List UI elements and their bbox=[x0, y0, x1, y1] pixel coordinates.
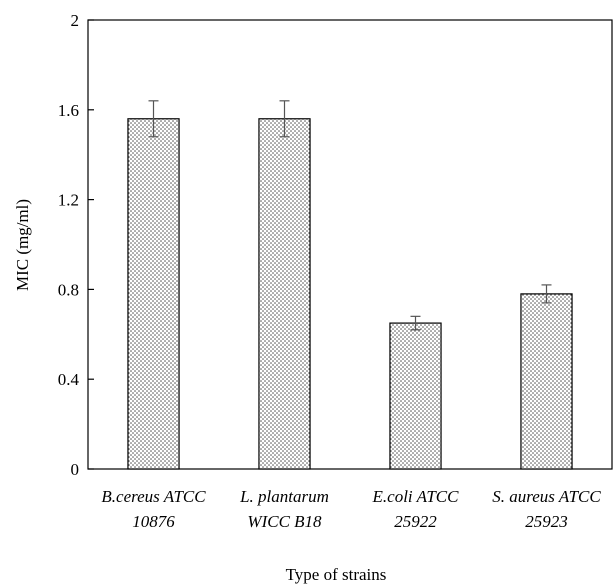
category-label: B.cereus ATCC 10876 bbox=[101, 487, 206, 531]
category-label: E.coli ATCC 25922 bbox=[372, 487, 460, 531]
bar bbox=[389, 322, 442, 470]
y-tick-label: 1.6 bbox=[58, 101, 79, 120]
bar bbox=[127, 118, 180, 470]
error-bar bbox=[148, 100, 159, 138]
y-tick-label: 0 bbox=[71, 460, 80, 479]
bar bbox=[258, 118, 311, 470]
y-tick-label: 0.8 bbox=[58, 280, 79, 299]
y-tick-label: 2 bbox=[71, 11, 80, 30]
bars bbox=[127, 100, 573, 470]
error-bar bbox=[541, 284, 552, 304]
category-label: S. aureus ATCC 25923 bbox=[492, 487, 601, 531]
y-axis-title: MIC (mg/ml) bbox=[13, 199, 32, 291]
error-bar bbox=[410, 315, 421, 331]
y-axis: 0 0.4 0.8 1.2 1.6 2 bbox=[58, 11, 94, 479]
plot-frame bbox=[87, 19, 613, 470]
x-axis-title: Type of strains bbox=[286, 565, 387, 584]
y-tick-label: 1.2 bbox=[58, 191, 79, 210]
y-tick-label: 0.4 bbox=[58, 370, 80, 389]
x-axis: B.cereus ATCC 10876 L. plantarum WICC B18 E.… bbox=[101, 487, 601, 531]
bar bbox=[520, 293, 573, 470]
error-bar bbox=[279, 100, 290, 138]
category-label: L. plantarum WICC B18 bbox=[239, 487, 329, 531]
